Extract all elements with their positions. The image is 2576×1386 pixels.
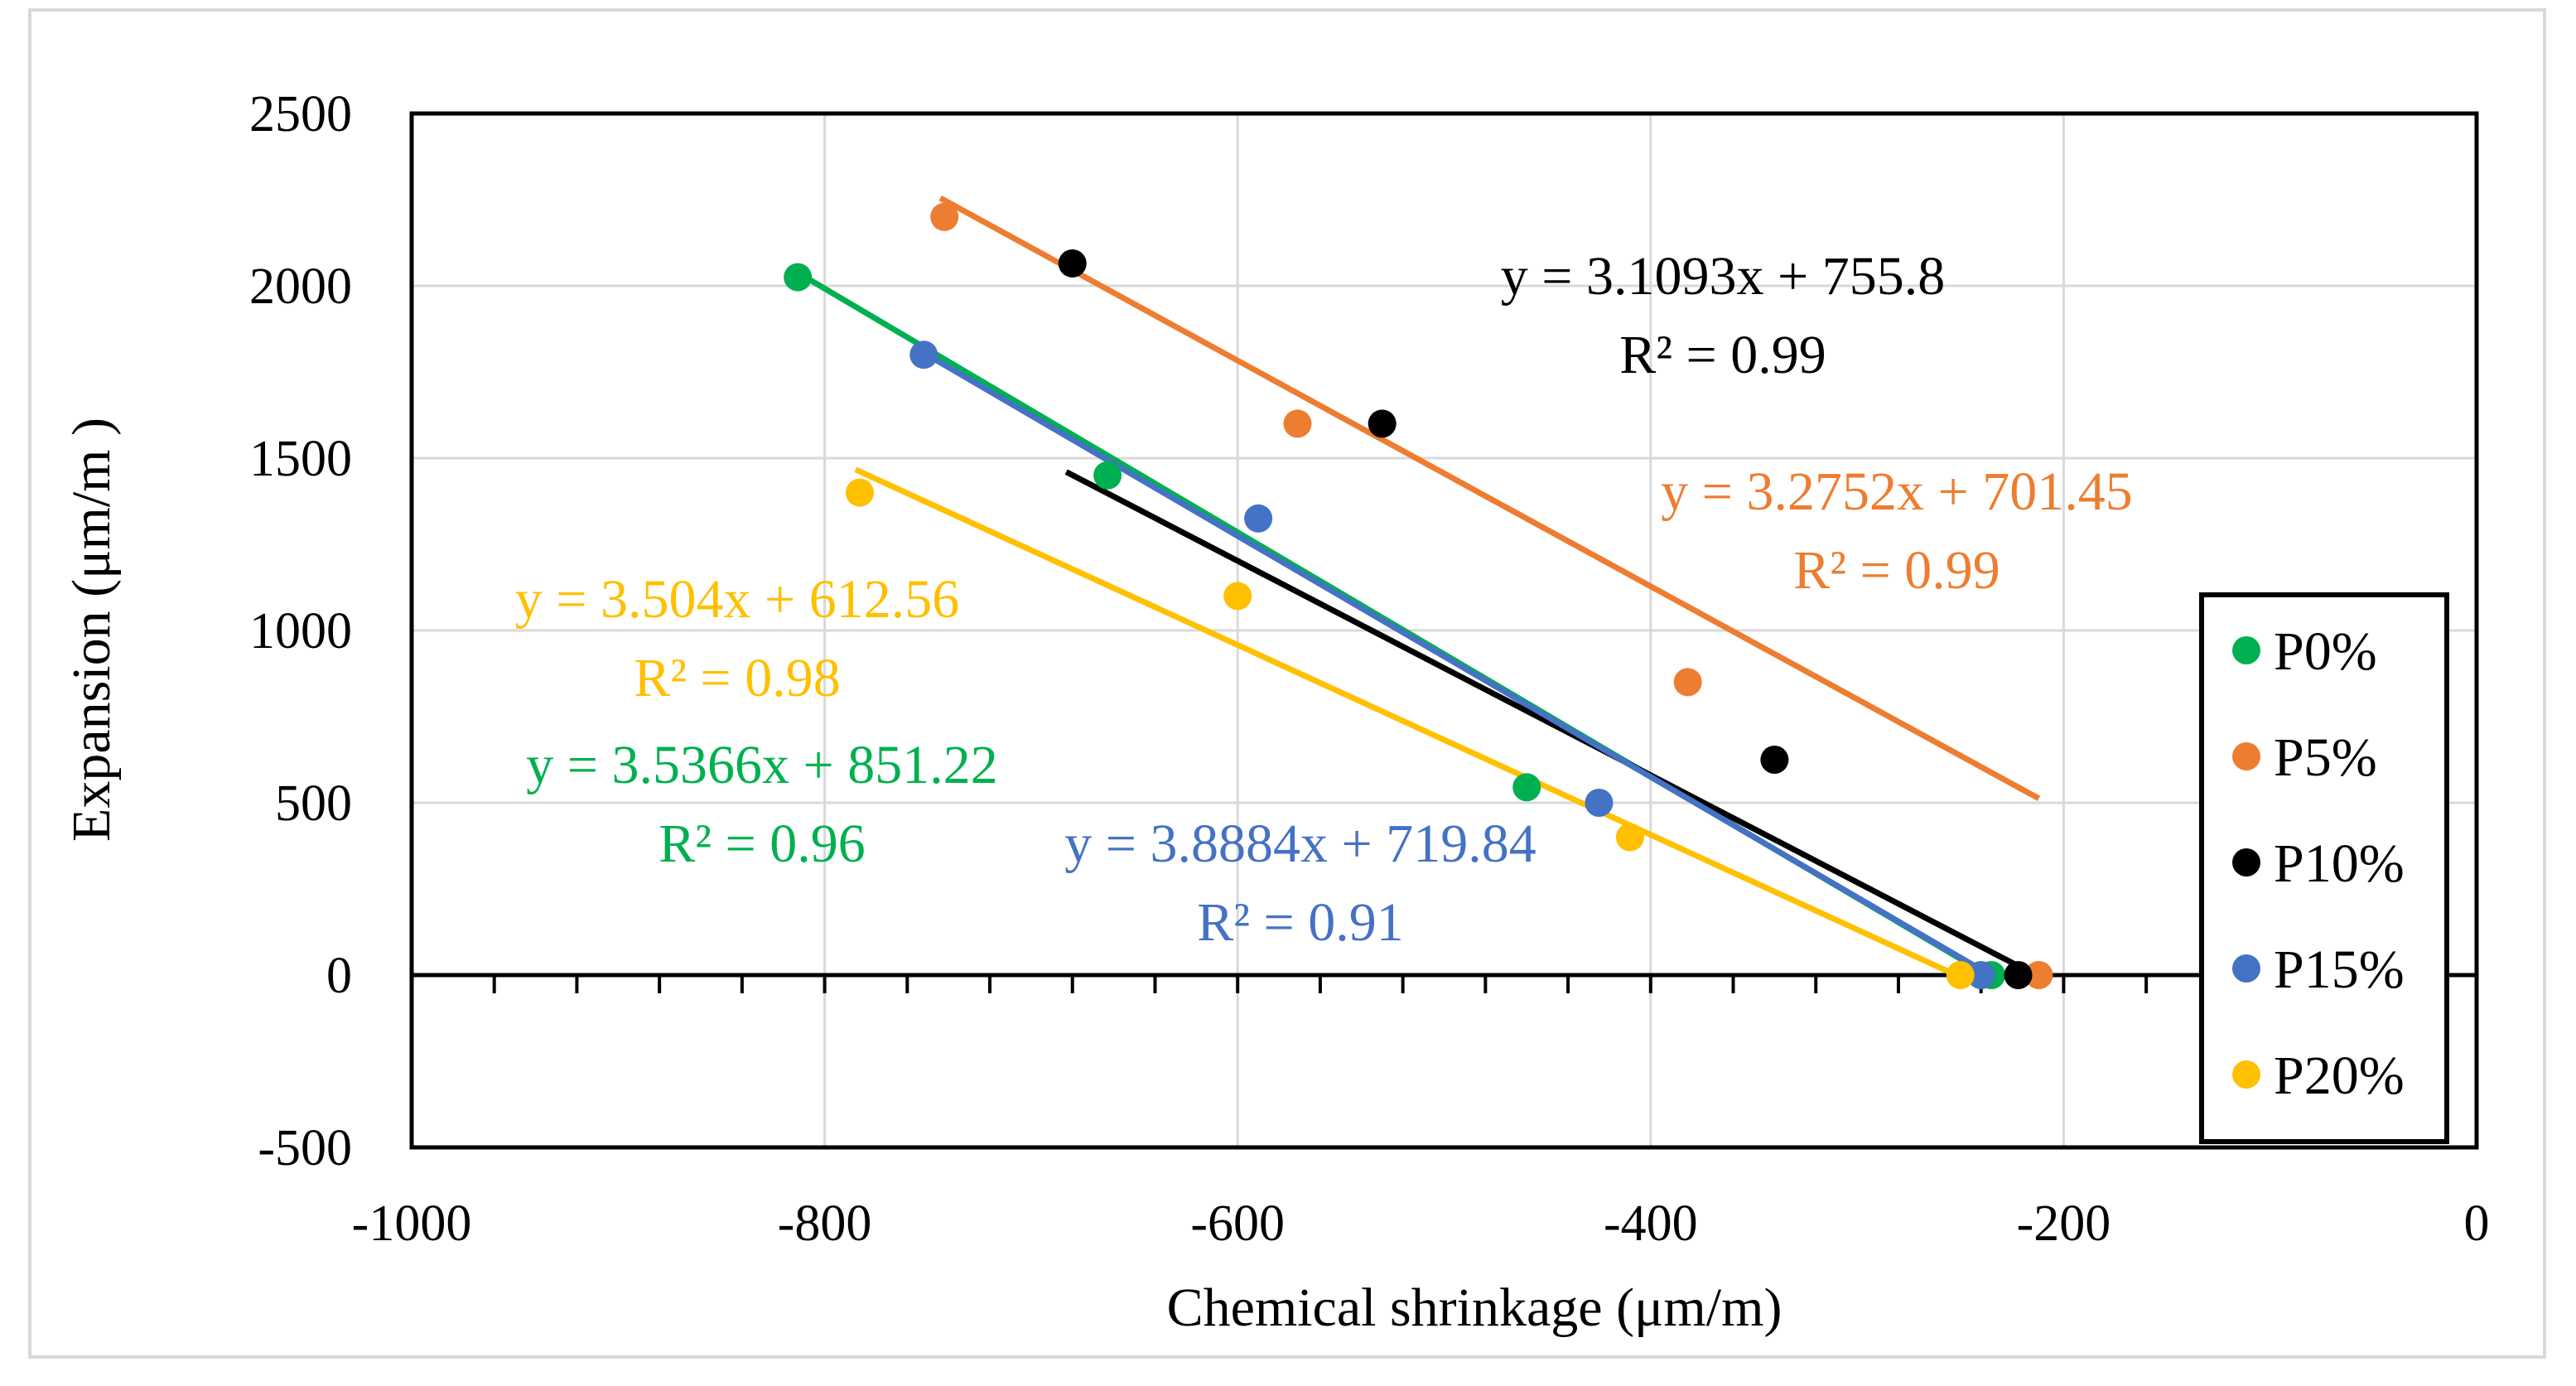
- x-tick-label: -800: [778, 1195, 872, 1252]
- legend-marker: [2232, 848, 2260, 877]
- data-point: [784, 263, 813, 292]
- data-point: [1585, 789, 1614, 817]
- data-point: [1673, 668, 1702, 697]
- data-point: [2004, 961, 2033, 989]
- chart-frame: [28, 8, 2546, 1359]
- x-tick-label: -200: [2017, 1195, 2111, 1252]
- data-point: [845, 478, 874, 507]
- data-point: [909, 340, 938, 369]
- data-point: [1283, 409, 1312, 438]
- legend: P0% P5% P10% P15% P20%: [2199, 592, 2449, 1144]
- p0-equation: y = 3.5366x + 851.22: [526, 735, 997, 795]
- p15-equation: y = 3.8884x + 719.84: [1064, 814, 1536, 874]
- gridlines: [410, 112, 2478, 1149]
- data-points: [784, 202, 2053, 989]
- data-point: [1512, 773, 1541, 802]
- y-axis-title: Expansion (μm/m ): [61, 418, 122, 842]
- data-point: [1223, 582, 1252, 611]
- legend-label: P10%: [2274, 833, 2405, 894]
- x-axis-title: Chemical shrinkage (μm/m): [1167, 1277, 1782, 1338]
- p10-equation: y = 3.1093x + 755.8: [1501, 246, 1945, 307]
- trendline: [1064, 469, 2020, 969]
- data-point: [930, 202, 959, 231]
- p10-r2: R² = 0.99: [1619, 325, 1826, 385]
- data-point: [1760, 746, 1789, 774]
- x-tick-label: 0: [2464, 1195, 2490, 1252]
- x-tick-labels: -1000 -800 -600 -400 -200 0: [352, 1195, 2490, 1252]
- y-tick-label: 0: [326, 948, 352, 1004]
- y-tick-label: 2500: [249, 86, 352, 142]
- data-point: [1966, 961, 1995, 989]
- y-tick-label: 2000: [249, 258, 352, 315]
- trendlines: [792, 195, 2041, 989]
- data-point: [1946, 961, 1975, 989]
- trendline: [854, 466, 1983, 989]
- y-tick-label: 500: [275, 775, 352, 832]
- legend-marker: [2232, 1060, 2260, 1089]
- x-tick-label: -600: [1190, 1195, 1285, 1252]
- trendline: [938, 195, 2041, 801]
- legend-label: P5%: [2274, 727, 2377, 788]
- legend-marker: [2232, 742, 2260, 770]
- p20-equation: y = 3.504x + 612.56: [515, 569, 959, 630]
- legend-label: P0%: [2274, 621, 2377, 682]
- y-tick-label: 1500: [249, 431, 352, 487]
- y-tick-label: -500: [258, 1120, 352, 1176]
- data-point: [1093, 461, 1122, 490]
- legend-label: P20%: [2274, 1046, 2405, 1106]
- p5-r2: R² = 0.99: [1793, 540, 2000, 601]
- p5-equation: y = 3.2752x + 701.45: [1661, 461, 2132, 522]
- data-point: [1244, 504, 1273, 533]
- p15-r2: R² = 0.91: [1197, 892, 1404, 953]
- data-point: [2024, 961, 2053, 989]
- x-tick-label: -1000: [352, 1195, 472, 1252]
- plot-area-border: [409, 111, 2479, 1150]
- data-point: [1615, 823, 1644, 852]
- p20-r2: R² = 0.98: [634, 648, 841, 708]
- x-tick-label: -400: [1604, 1195, 1698, 1252]
- legend-label: P15%: [2274, 939, 2405, 1000]
- data-point: [1368, 409, 1397, 438]
- p0-r2: R² = 0.96: [658, 814, 866, 874]
- y-tick-labels: -500 0 500 1000 1500 2000 2500: [249, 86, 352, 1176]
- y-tick-label: 1000: [249, 603, 352, 659]
- x-zero-axis: [412, 973, 2477, 993]
- trendline: [916, 346, 1983, 973]
- legend-marker: [2232, 636, 2260, 664]
- legend-marker: [2232, 954, 2260, 983]
- data-point: [1058, 249, 1087, 278]
